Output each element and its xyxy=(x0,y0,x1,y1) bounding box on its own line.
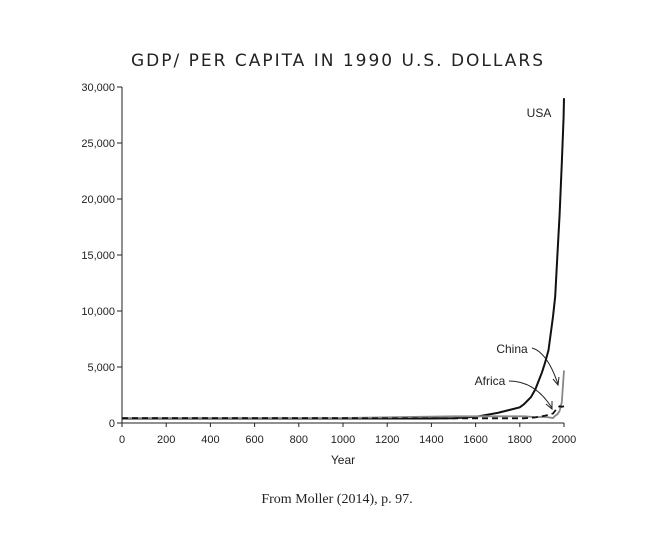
x-tick-label: 800 xyxy=(290,434,308,446)
china-leader-line xyxy=(531,347,559,385)
y-tick-label: 10,000 xyxy=(81,306,115,318)
y-tick-label: 25,000 xyxy=(81,138,115,150)
chart-title: GDP/ PER CAPITA IN 1990 U.S. DOLLARS xyxy=(131,51,545,71)
annotation-usa: USA xyxy=(527,106,552,120)
x-tick-label: 1400 xyxy=(419,434,443,446)
x-tick-label: 1800 xyxy=(508,434,532,446)
x-tick-label: 0 xyxy=(119,434,125,446)
y-tick-label: 30,000 xyxy=(81,82,115,94)
series-line-africa xyxy=(122,405,565,420)
y-tick-labels: 0 5,000 10,000 15,000 20,000 25,000 30,000 xyxy=(81,82,122,430)
x-tick-label: 1600 xyxy=(463,434,487,446)
annotation-africa: Africa xyxy=(475,374,506,388)
x-tick-label: 2000 xyxy=(552,434,576,446)
caption: From Moller (2014), p. 97. xyxy=(261,492,412,507)
series-line-china xyxy=(122,370,565,419)
china-leader-arrowhead xyxy=(552,376,560,387)
y-tick-label: 0 xyxy=(109,418,115,430)
x-tick-label: 400 xyxy=(201,434,219,446)
axes xyxy=(121,87,564,424)
x-tick-label: 200 xyxy=(157,434,175,446)
annotations: USA China Africa xyxy=(475,106,560,411)
x-tick-label: 600 xyxy=(245,434,263,446)
africa-leader-line xyxy=(508,380,553,409)
y-tick-label: 15,000 xyxy=(81,250,115,262)
x-axis-label: Year xyxy=(331,453,355,467)
annotation-china: China xyxy=(496,342,528,356)
y-tick-label: 5,000 xyxy=(87,362,115,374)
series-group xyxy=(122,98,565,420)
x-tick-labels: 0 200 400 600 800 1000 1200 1400 1600 1800 2000 xyxy=(119,423,576,446)
x-tick-label: 1200 xyxy=(375,434,399,446)
y-tick-label: 20,000 xyxy=(81,194,115,206)
africa-leader-arrowhead xyxy=(545,401,553,411)
series-line-usa xyxy=(122,98,565,420)
x-tick-label: 1000 xyxy=(331,434,355,446)
